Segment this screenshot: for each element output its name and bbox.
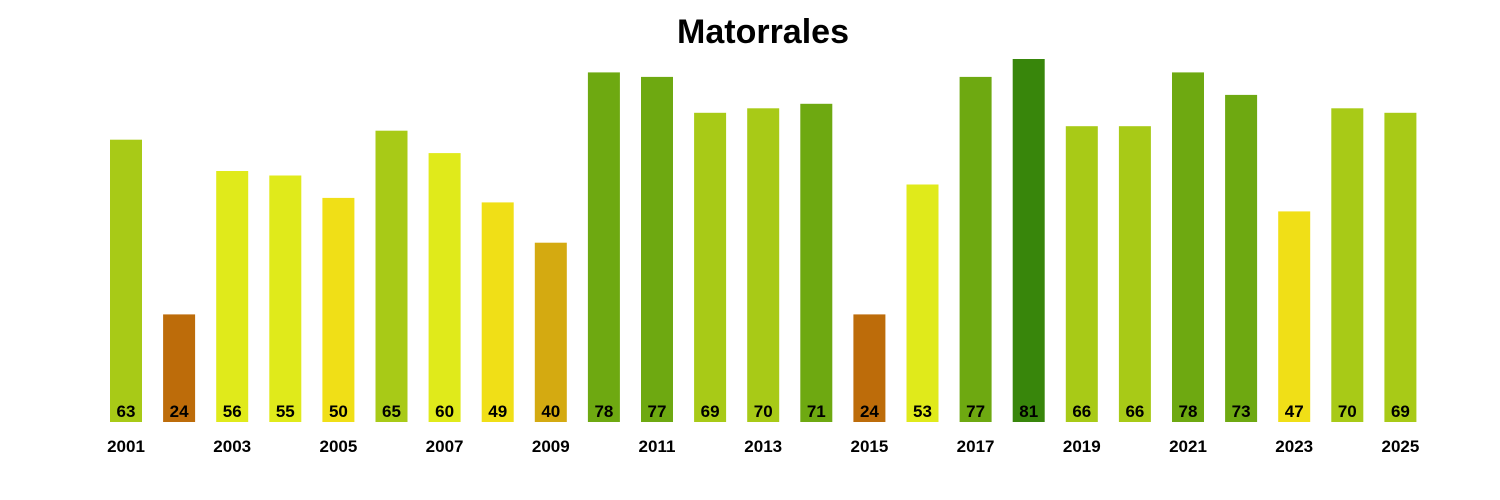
data-label-2016: 53 [913, 402, 932, 421]
value-labels-group: 63 24 56 55 50 65 60 49 40 78 77 69 70 71 24 53 77 81 66 66… [117, 402, 1410, 421]
bar-2014 [800, 103, 833, 423]
bar-2019 [1065, 126, 1098, 422]
x-tick-label-2019: 2019 [1063, 437, 1101, 456]
x-tick-label-2001: 2001 [107, 437, 145, 456]
data-label-2022: 73 [1232, 402, 1251, 421]
bar-2016 [906, 184, 939, 422]
bar-2018 [1012, 59, 1045, 422]
bars-group [110, 59, 1417, 423]
bar-2025 [1384, 112, 1417, 423]
bar-2005 [322, 197, 355, 422]
x-tick-label-2013: 2013 [744, 437, 782, 456]
data-label-2007: 60 [435, 402, 454, 421]
bar-2024 [1331, 108, 1364, 423]
bar-2010 [587, 72, 620, 423]
data-label-2010: 78 [594, 402, 613, 421]
bar-2002 [163, 314, 196, 422]
x-tick-label-2017: 2017 [957, 437, 995, 456]
bar-2012 [694, 112, 727, 423]
x-axis-tick-labels: 2001 2003 2005 2007 2009 2011 2013 2015 2017 2019… [107, 437, 1419, 456]
x-tick-label-2005: 2005 [319, 437, 357, 456]
data-label-2021: 78 [1179, 402, 1198, 421]
data-label-2006: 65 [382, 402, 401, 421]
bar-2022 [1225, 94, 1258, 423]
x-tick-label-2023: 2023 [1275, 437, 1313, 456]
data-label-2003: 56 [223, 402, 242, 421]
bar-2009 [534, 242, 567, 422]
data-label-2018: 81 [1019, 402, 1038, 421]
bar-2001 [110, 139, 142, 422]
x-tick-label-2025: 2025 [1381, 437, 1419, 456]
x-tick-label-2011: 2011 [639, 437, 676, 456]
data-label-2009: 40 [541, 402, 560, 421]
data-label-2023: 47 [1285, 402, 1304, 421]
data-label-2012: 69 [701, 402, 720, 421]
bar-2004 [269, 175, 302, 422]
x-tick-label-2021: 2021 [1169, 437, 1207, 456]
data-label-2024: 70 [1338, 402, 1357, 421]
data-label-2005: 50 [329, 402, 348, 421]
data-label-2004: 55 [276, 402, 295, 421]
bar-2021 [1172, 72, 1204, 423]
data-label-2013: 70 [754, 402, 773, 421]
bar-2003 [216, 171, 249, 422]
data-label-2015: 24 [860, 402, 879, 421]
data-label-2019: 66 [1072, 402, 1091, 421]
x-tick-label-2009: 2009 [532, 437, 570, 456]
chart-title: Matorrales [677, 13, 849, 51]
bar-2015 [853, 314, 886, 422]
data-label-2011: 77 [648, 402, 667, 421]
x-tick-label-2015: 2015 [850, 437, 888, 456]
bar-2013 [747, 108, 780, 423]
bar-2020 [1118, 126, 1151, 422]
bar-2007 [428, 153, 461, 422]
data-label-2020: 66 [1125, 402, 1144, 421]
bar-2006 [375, 130, 408, 422]
data-label-2017: 77 [966, 402, 985, 421]
x-tick-label-2003: 2003 [213, 437, 251, 456]
bar-2011 [641, 76, 673, 423]
bar-2017 [959, 76, 992, 423]
data-label-2014: 71 [807, 402, 826, 421]
data-label-2025: 69 [1391, 402, 1410, 421]
data-label-2002: 24 [170, 402, 189, 421]
data-label-2008: 49 [488, 402, 507, 421]
bar-2008 [481, 202, 514, 422]
data-label-2001: 63 [117, 402, 136, 421]
x-tick-label-2007: 2007 [426, 437, 464, 456]
bar-2023 [1278, 211, 1311, 422]
